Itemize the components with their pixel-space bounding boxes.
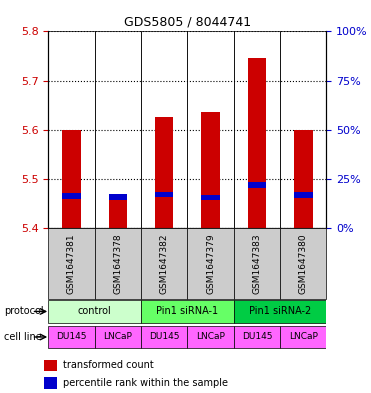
Bar (62, 193, 81, 199)
Text: LNCaP: LNCaP (104, 332, 132, 341)
Bar (280, 31, 326, 228)
Bar (280, 228, 326, 299)
Bar (234, 300, 326, 323)
Bar (141, 31, 187, 228)
Text: control: control (78, 306, 111, 316)
Text: cell line: cell line (4, 332, 42, 342)
Text: GSM1647380: GSM1647380 (299, 233, 308, 294)
Bar (95, 228, 141, 299)
Text: LNCaP: LNCaP (196, 332, 225, 341)
Text: transformed count: transformed count (63, 360, 154, 371)
Bar (201, 112, 220, 228)
Bar (141, 228, 187, 299)
Bar (155, 192, 174, 198)
Text: protocol: protocol (4, 307, 43, 316)
Bar (44, 377, 57, 389)
Text: LNCaP: LNCaP (289, 332, 318, 341)
Bar (201, 195, 220, 200)
Text: DU145: DU145 (149, 332, 180, 341)
Text: Pin1 siRNA-1: Pin1 siRNA-1 (156, 306, 219, 316)
Bar (141, 325, 187, 349)
Text: percentile rank within the sample: percentile rank within the sample (63, 378, 228, 388)
Title: GDS5805 / 8044741: GDS5805 / 8044741 (124, 16, 251, 29)
Bar (187, 325, 234, 349)
Bar (109, 194, 127, 200)
Bar (48, 300, 141, 323)
Bar (48, 31, 95, 228)
Text: DU145: DU145 (56, 332, 87, 341)
Bar (234, 228, 280, 299)
Text: Pin1 siRNA-2: Pin1 siRNA-2 (249, 306, 311, 316)
Bar (187, 228, 234, 299)
Text: GSM1647381: GSM1647381 (67, 233, 76, 294)
Text: GSM1647379: GSM1647379 (206, 233, 215, 294)
Bar (95, 325, 141, 349)
Bar (48, 325, 95, 349)
Bar (294, 130, 312, 228)
Text: GSM1647382: GSM1647382 (160, 233, 169, 294)
Bar (48, 228, 95, 299)
Bar (187, 31, 234, 228)
Text: GSM1647378: GSM1647378 (113, 233, 122, 294)
Bar (280, 325, 326, 349)
Bar (234, 325, 280, 349)
Bar (95, 31, 141, 228)
Bar (62, 130, 81, 228)
Bar (109, 194, 127, 228)
Text: GSM1647383: GSM1647383 (252, 233, 262, 294)
Text: DU145: DU145 (242, 332, 272, 341)
Bar (155, 118, 174, 228)
Bar (44, 360, 57, 371)
Bar (141, 300, 234, 323)
Bar (248, 182, 266, 188)
Bar (234, 31, 280, 228)
Bar (248, 59, 266, 228)
Bar (294, 192, 312, 198)
